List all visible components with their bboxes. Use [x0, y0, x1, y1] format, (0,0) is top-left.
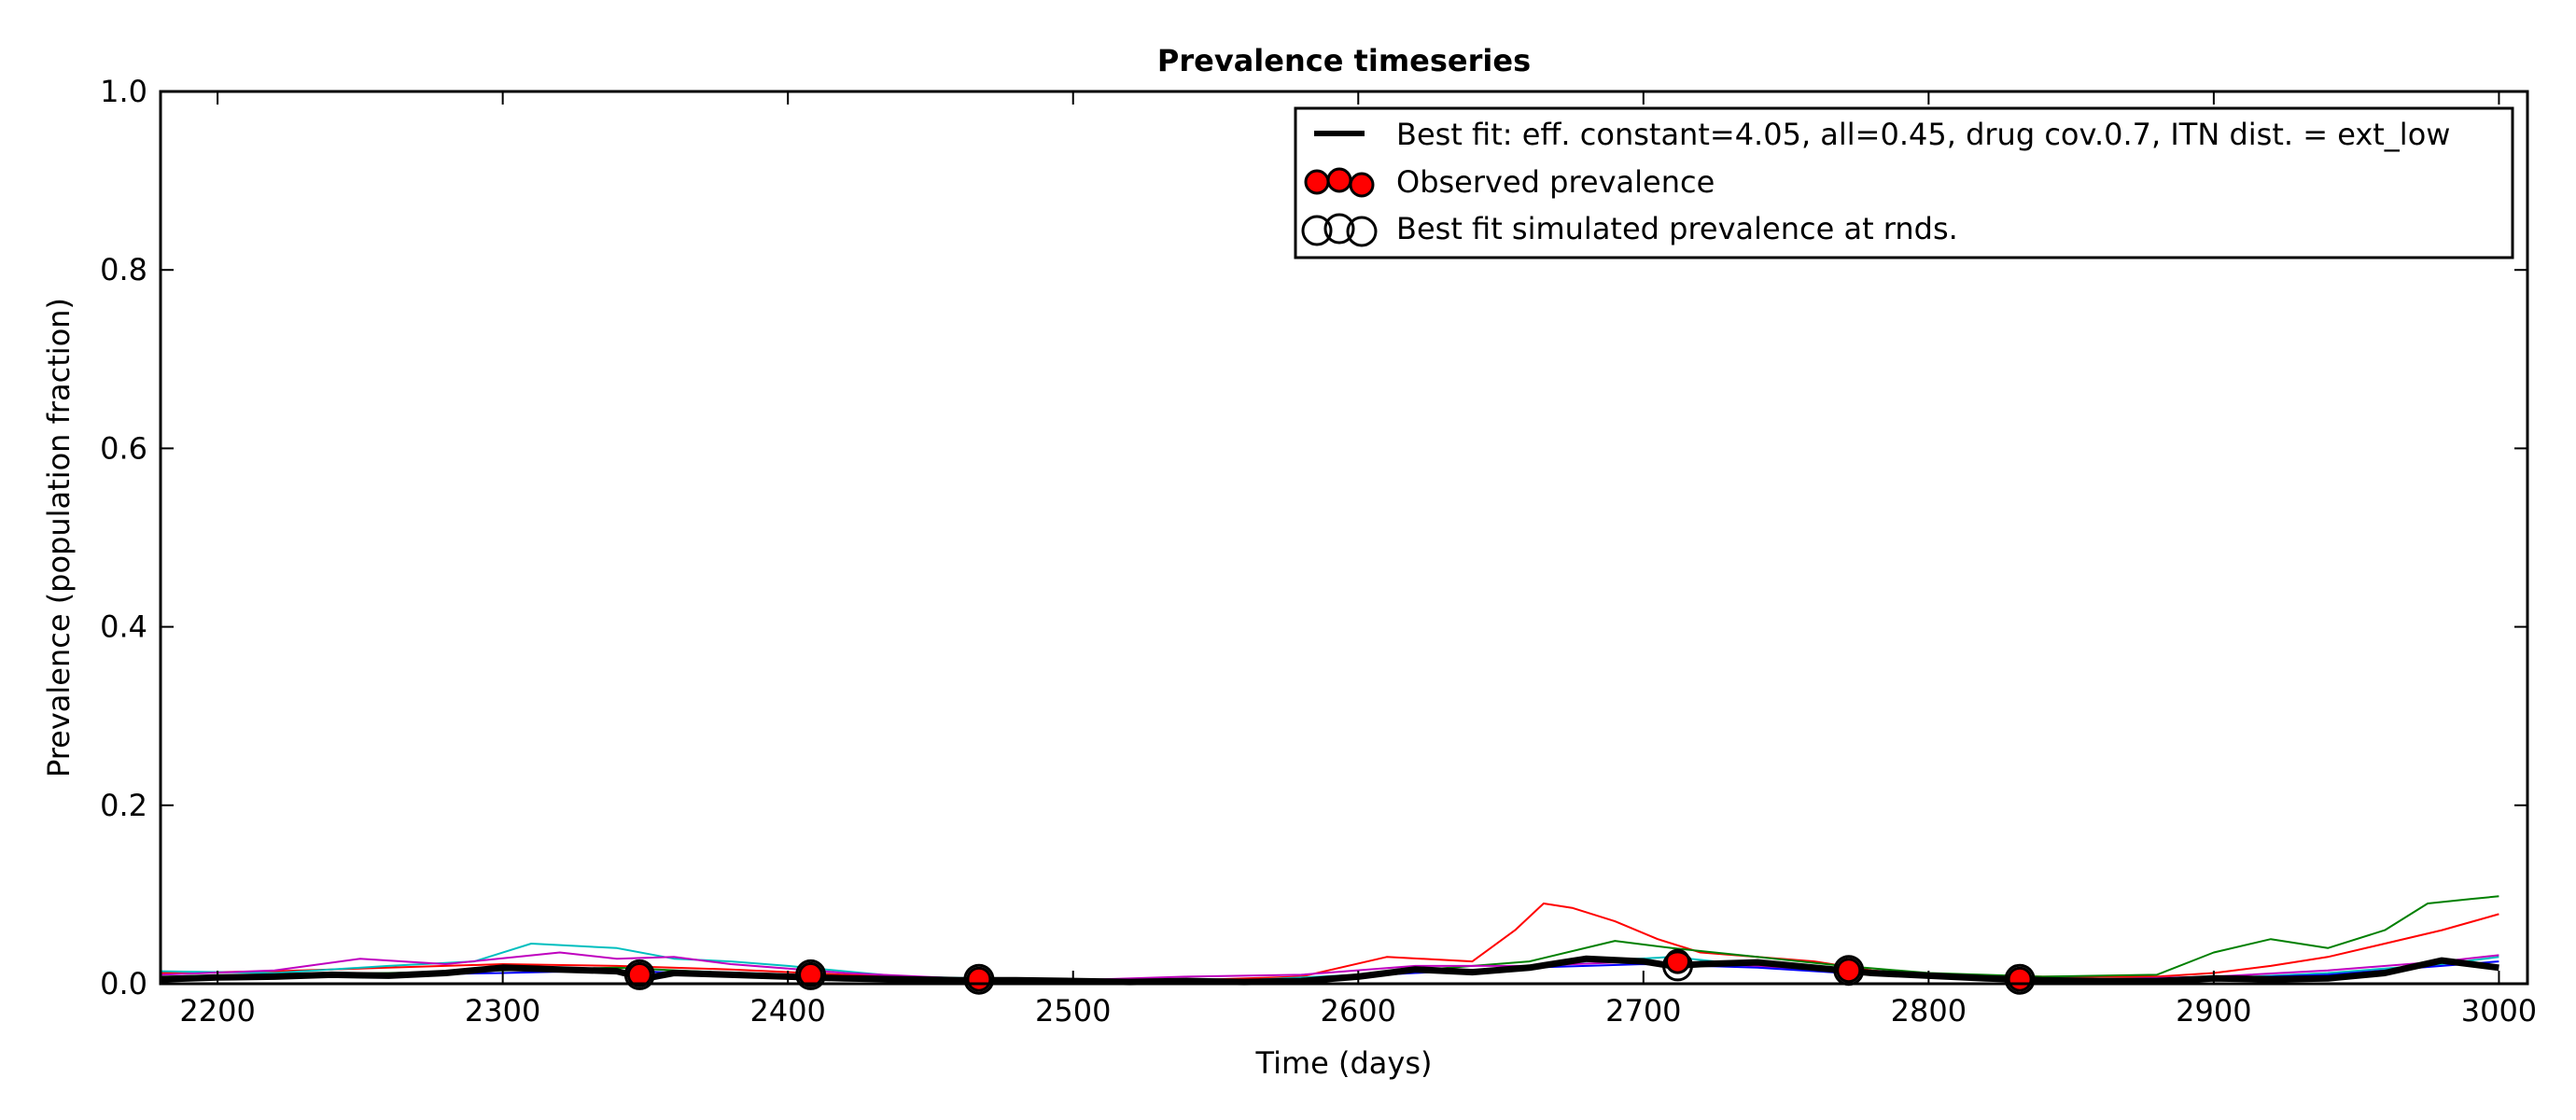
series-markers — [623, 948, 2036, 995]
simulated-prevalence-point — [623, 959, 655, 990]
x-tick-label: 2400 — [749, 993, 825, 1029]
y-tick-label: 0.8 — [100, 252, 147, 287]
observed-prevalence-point — [1665, 948, 1690, 974]
observed-prevalence-point — [798, 961, 824, 987]
x-tick-label: 2200 — [179, 993, 255, 1029]
series-line-best-fit — [160, 955, 2499, 986]
x-axis-ticks: 2200 2300 2400 2500 2600 2700 2800 2900 3000 — [179, 91, 2537, 1029]
observed-prevalence-point — [626, 961, 652, 987]
simulated-prevalence-point — [795, 959, 827, 990]
legend-simulated-swatch — [1301, 213, 1378, 247]
y-tick-label: 0.0 — [100, 966, 147, 1001]
y-tick-label: 0.2 — [100, 788, 147, 823]
series-line-run-2 — [160, 895, 2499, 983]
x-tick-label: 2300 — [465, 993, 540, 1029]
y-axis-ticks: 0.0 0.2 0.4 0.6 0.8 1.0 — [100, 74, 2527, 1001]
plot-area-frame — [159, 90, 2529, 986]
x-tick-label: 2900 — [2176, 993, 2251, 1029]
legend: Best fit: eff. constant=4.05, all=0.45, … — [1294, 106, 2514, 259]
legend-entry-simulated: Best fit simulated prevalence at rnds. — [1396, 211, 1958, 246]
legend-entry-observed: Observed prevalence — [1396, 164, 1715, 200]
legend-observed-swatch — [1304, 167, 1375, 198]
series-lines — [160, 895, 2499, 986]
x-tick-label: 2600 — [1321, 993, 1396, 1029]
simulated-prevalence-point — [1662, 950, 1693, 982]
simulated-prevalence-point — [963, 963, 995, 995]
x-tick-label: 2500 — [1035, 993, 1111, 1029]
y-tick-label: 1.0 — [100, 74, 147, 109]
y-tick-label: 0.6 — [100, 430, 147, 466]
observed-prevalence-point — [2007, 966, 2033, 992]
legend-frame — [1294, 106, 2514, 259]
x-tick-label: 3000 — [2461, 993, 2537, 1029]
simulated-prevalence-point — [2004, 963, 2036, 995]
y-axis-label: Prevalence (population fraction) — [41, 298, 77, 777]
chart-title: Prevalence timeseries — [1157, 43, 1531, 78]
x-tick-label: 2800 — [1891, 993, 1967, 1029]
y-tick-label: 0.4 — [100, 609, 147, 645]
observed-prevalence-point — [966, 966, 992, 992]
x-axis-label: Time (days) — [1255, 1045, 1433, 1081]
legend-entry-best-fit: Best fit: eff. constant=4.05, all=0.45, … — [1396, 117, 2450, 152]
x-tick-label: 2700 — [1605, 993, 1681, 1029]
observed-prevalence-point — [1836, 958, 1862, 984]
